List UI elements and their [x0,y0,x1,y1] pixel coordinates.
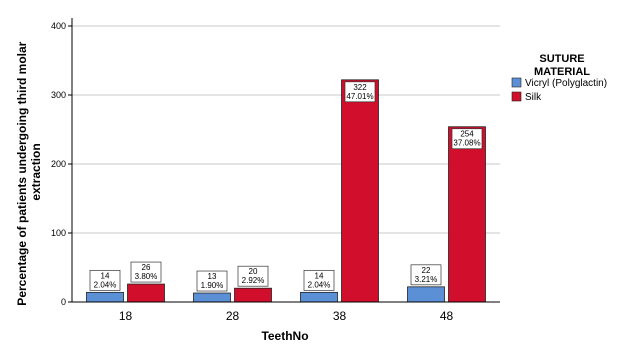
data-label: 322 [353,83,367,92]
y-tick-label: 100 [51,228,66,238]
data-label-box [130,261,162,283]
axis-titles: TeethNo Percentage of patients undergoin… [15,38,309,343]
bar [448,126,486,303]
legend-title-line-2: MATERIAL [534,66,590,78]
y-tick-label: 300 [51,90,66,100]
data-label: 2.04% [308,280,331,289]
data-label: 2.04% [94,280,117,289]
gridlines [72,25,500,234]
data-label: 47.01% [346,92,373,101]
legend-title-line-1: SUTURE [539,53,584,65]
legend-label: Silk [525,92,542,103]
y-axis-title: Percentage of patients undergoing third … [15,38,43,305]
x-tick-label: 38 [333,309,347,323]
legend: SUTURE MATERIAL Vicryl (Polyglactin) Silk [511,53,607,103]
y-tick-label: 200 [51,159,66,169]
data-label: 37.08% [453,139,480,148]
data-label-box [237,265,269,287]
bar [86,291,124,303]
y-axis-title-line-1: Percentage of patients undergoing third … [15,41,29,305]
bar [127,283,165,303]
bar [341,79,379,303]
data-label-box [410,264,442,286]
bars: 142.04%263.80% 131.90%202.92%142.04%32247… [86,79,486,303]
x-axis-title: TeethNo [261,329,308,343]
data-label: 20 [249,267,258,276]
data-label-box [451,128,483,150]
bar [193,292,231,303]
legend-swatch [511,77,522,88]
data-label: 22 [422,266,431,275]
y-tick-label: 0 [61,297,66,307]
data-label: 14 [101,271,110,280]
legend-label: Vicryl (Polyglactin) [525,78,607,89]
x-tick-label: 48 [440,309,454,323]
y-tick-label: 400 [51,21,66,31]
data-label: 13 [208,272,217,281]
x-tick-label: 28 [226,309,240,323]
data-label: 3.80% [135,272,158,281]
y-axis-ticks: 0 100 200 300 400 [51,21,72,307]
data-label-box [196,270,228,292]
data-label: 1.90% [201,281,224,290]
data-label: 3.21% [415,275,438,284]
bar [234,287,272,303]
data-label: 254 [460,130,474,139]
data-label-box [344,81,376,103]
bar [407,286,445,303]
data-label-box [303,269,335,291]
data-label: 14 [315,271,324,280]
legend-swatch [511,91,522,102]
data-label-box [89,269,121,291]
data-label: 2.92% [242,276,265,285]
bar [300,291,338,303]
y-axis-title-line-2: extraction [29,143,43,200]
data-label: 26 [142,263,151,272]
x-tick-label: 18 [119,309,133,323]
x-axis: 18 28 38 48 [71,18,500,323]
